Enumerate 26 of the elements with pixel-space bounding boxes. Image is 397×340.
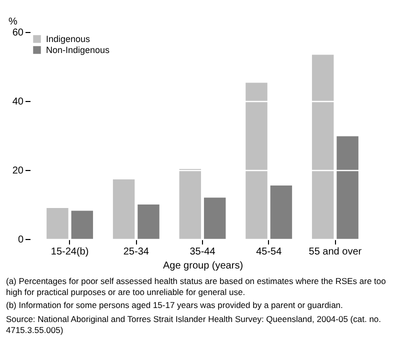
text: (b) Information for some persons aged 15-17 years was provided by a parent or guardian.	[6, 300, 344, 311]
bar	[71, 210, 94, 239]
text: (a) Percentages for poor self assessed health status are based on estimates where the RSEs are too high for practical purposes or are too unreliable for general use.	[6, 276, 387, 298]
y-tick-label: 60	[12, 28, 24, 38]
y-tick-label: 40	[12, 96, 24, 108]
bar	[179, 168, 202, 239]
legend-label: Indigenous	[46, 34, 91, 44]
x-axis-title: Age group (years)	[162, 260, 244, 272]
bar	[246, 82, 268, 239]
source-note: Source: National Aboriginal and Torres Strait Islander Health Survey: Queensland, 2004-05 (cat. no. 4715.3.55.005)	[6, 314, 382, 336]
bar	[336, 136, 358, 239]
bar	[138, 204, 160, 239]
y-axis-title: %	[8, 16, 18, 28]
x-tick-label: 25-34	[123, 246, 150, 258]
bar	[312, 54, 334, 239]
y-tick-label: 20	[12, 166, 24, 176]
bar	[112, 179, 135, 239]
bar	[270, 186, 292, 239]
x-tick-label: 55 and over	[308, 246, 362, 258]
bar	[204, 198, 226, 239]
y-tick-label: 0	[18, 234, 24, 246]
x-tick-label: 35-44	[190, 246, 216, 258]
legend-label: Non-Indigenous	[46, 45, 110, 55]
x-tick-label: 15-24(b)	[50, 246, 89, 258]
bar	[46, 208, 68, 239]
x-tick-label: 45-54	[256, 246, 282, 258]
